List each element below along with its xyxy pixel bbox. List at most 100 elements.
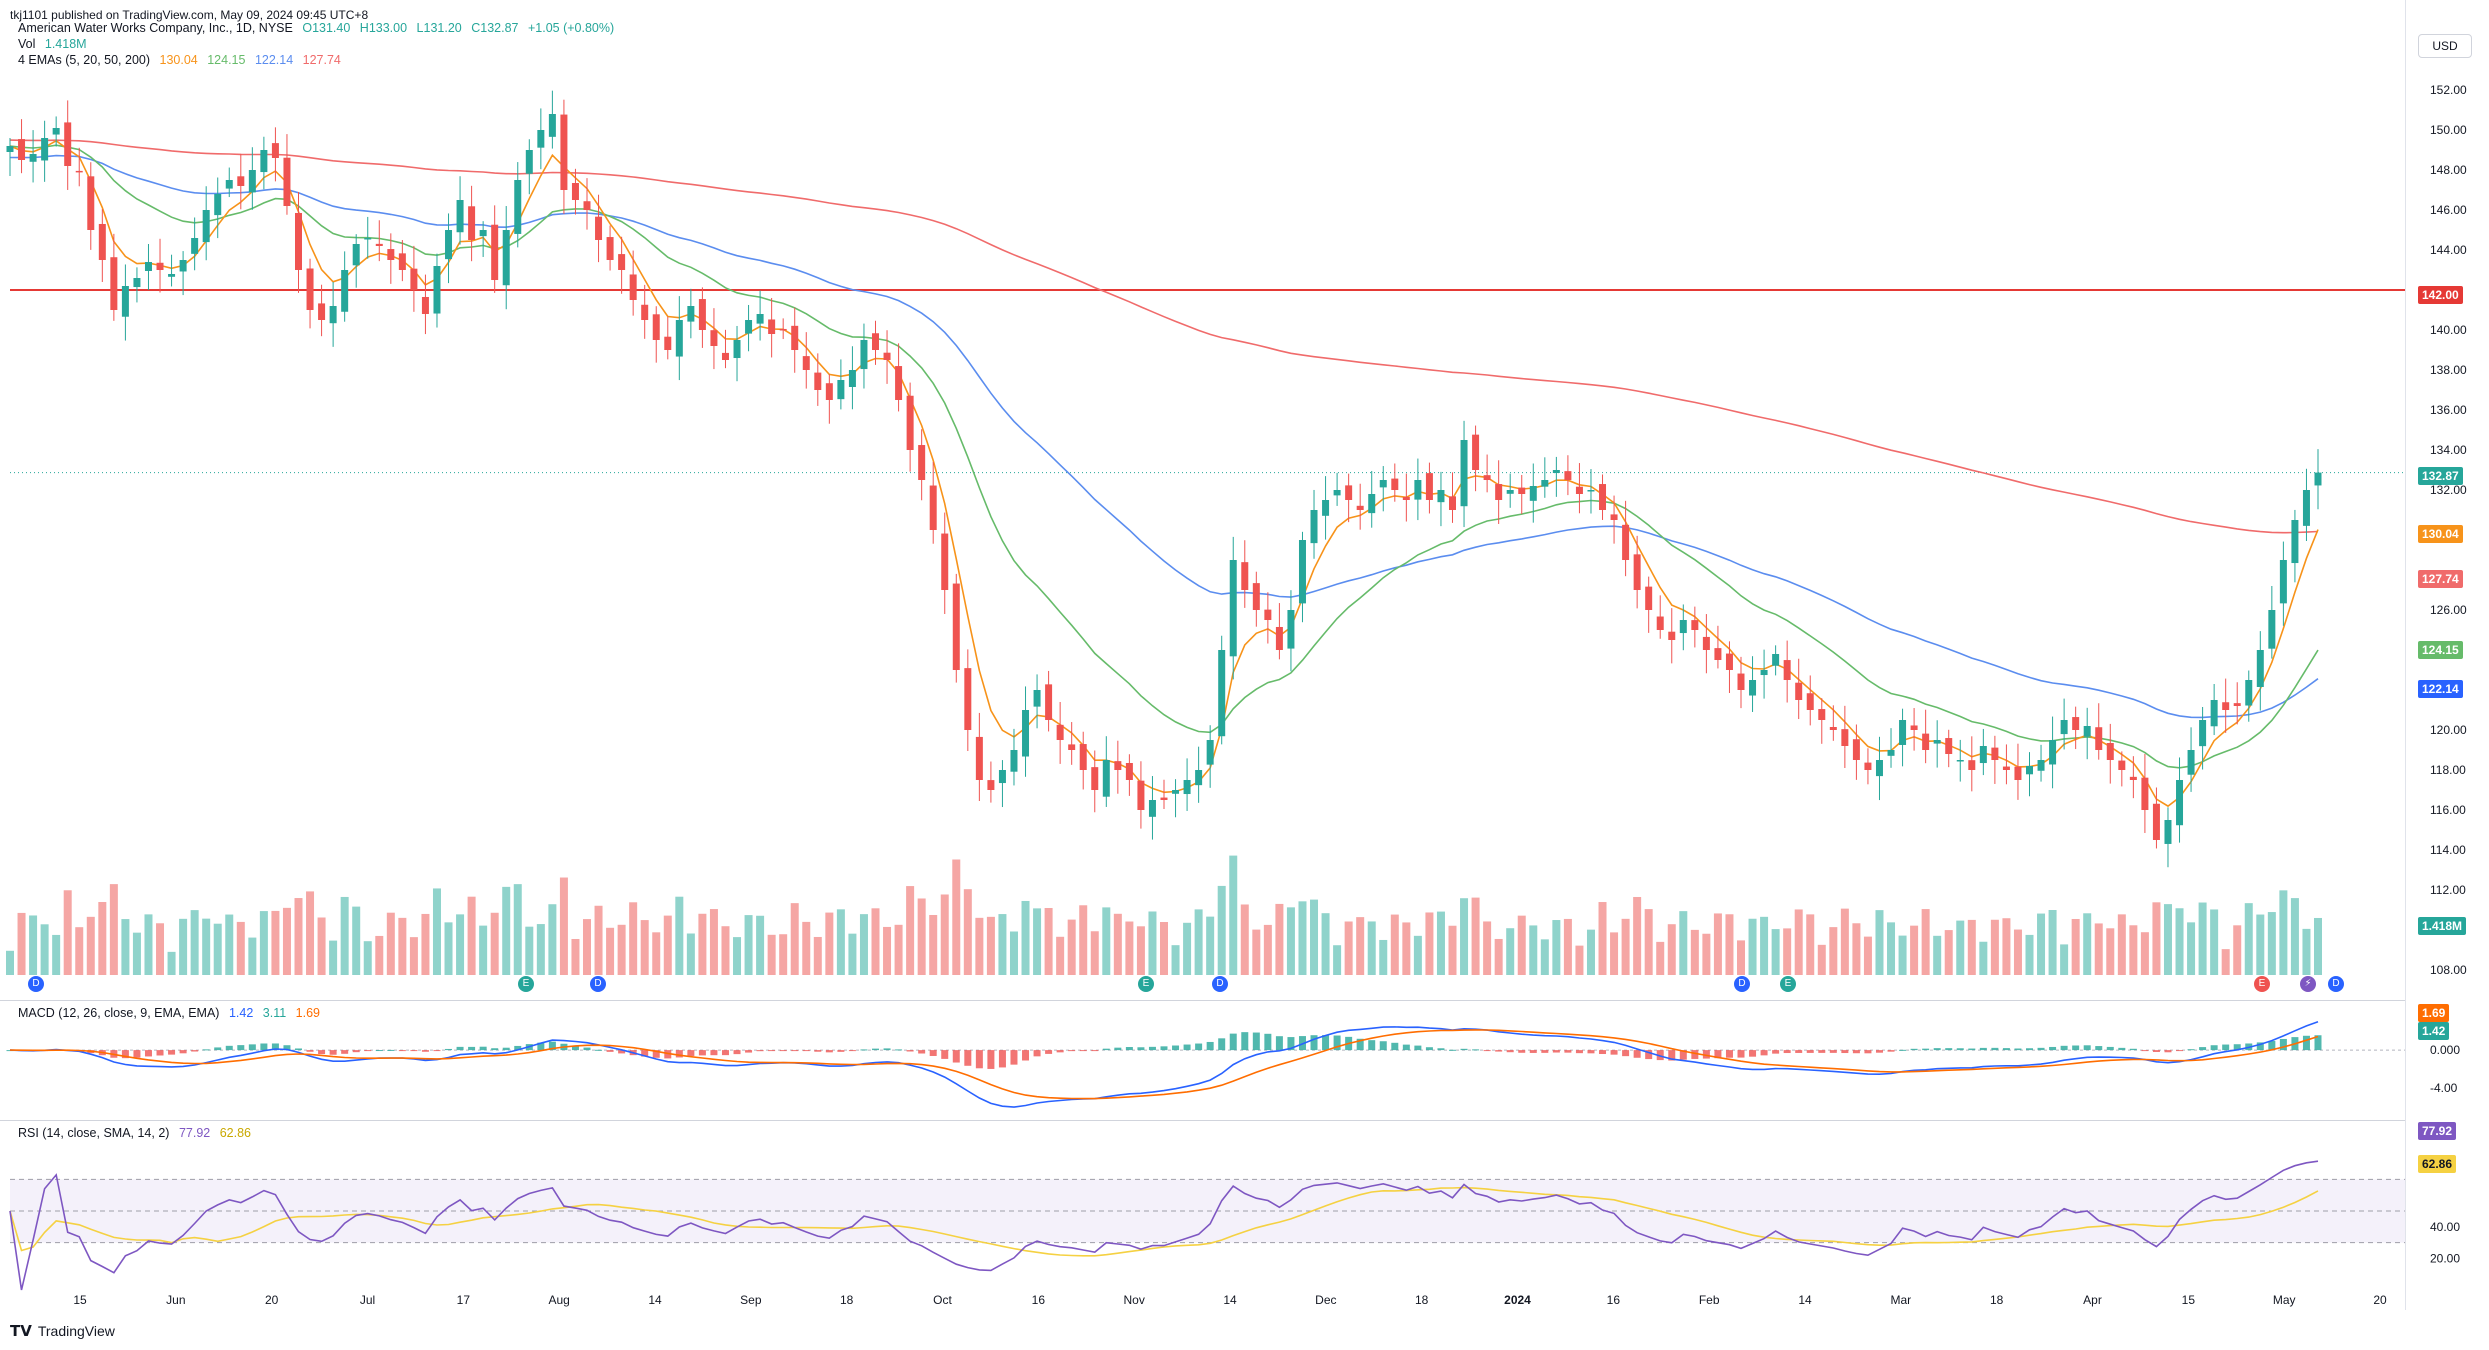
- volume-bar: [1563, 918, 1572, 975]
- volume-bar: [1056, 936, 1065, 975]
- volume-bar: [1702, 933, 1711, 975]
- time-tick-label: 18: [840, 1293, 854, 1307]
- macd-histogram-bar: [1322, 1035, 1330, 1051]
- currency-button[interactable]: USD: [2418, 34, 2472, 58]
- dividend-marker[interactable]: D: [590, 976, 606, 992]
- price-tick-label: 114.00: [2430, 843, 2466, 857]
- volume-bar: [2210, 909, 2219, 975]
- volume-bar: [1263, 924, 1272, 975]
- candle-body: [1956, 760, 1964, 762]
- candle-body: [1102, 760, 1110, 797]
- volume-bar: [29, 915, 38, 975]
- volume-bar: [1379, 939, 1388, 975]
- candle-body: [1206, 740, 1214, 765]
- earnings-marker[interactable]: E: [1138, 976, 1154, 992]
- candle-body: [1298, 540, 1306, 604]
- candle-body: [779, 328, 787, 331]
- earnings-marker[interactable]: E: [2254, 976, 2270, 992]
- candle-body: [421, 296, 429, 314]
- macd-histogram-bar: [445, 1048, 453, 1051]
- macd-histogram-bar: [214, 1047, 222, 1051]
- candle-body: [1922, 733, 1930, 750]
- candle-body: [1910, 725, 1918, 730]
- macd-histogram-bar: [2314, 1035, 2322, 1051]
- pane-separator-rsi[interactable]: [0, 1120, 2405, 1121]
- volume-bar: [1033, 908, 1042, 975]
- macd-histogram-bar: [1691, 1050, 1699, 1059]
- dividend-marker[interactable]: D: [1212, 976, 1228, 992]
- volume-bar: [998, 914, 1007, 975]
- pane-separator-macd[interactable]: [0, 1000, 2405, 1001]
- volume-bar: [1633, 896, 1642, 975]
- volume-bar: [1979, 941, 1988, 975]
- earnings-marker[interactable]: E: [518, 976, 534, 992]
- ema5-value: 130.04: [159, 53, 198, 67]
- volume-bar: [1713, 913, 1722, 975]
- volume-bar: [1136, 926, 1145, 975]
- volume-label[interactable]: Vol: [18, 37, 36, 51]
- dividend-marker[interactable]: D: [1734, 976, 1750, 992]
- tradingview-logo[interactable]: 𝗧𝗩: [10, 1323, 32, 1340]
- volume-bar: [456, 914, 465, 975]
- volume-bar: [1206, 916, 1215, 975]
- macd-histogram-bar: [514, 1045, 522, 1051]
- split-marker[interactable]: ⚡: [2300, 976, 2316, 992]
- volume-bar: [1552, 920, 1561, 975]
- macd-histogram-bar: [121, 1050, 129, 1059]
- price-scale-separator: [2405, 0, 2406, 1310]
- macd-legend: MACD (12, 26, close, 9, EMA, EMA) 1.42 3…: [18, 1006, 326, 1020]
- candle-body: [2291, 520, 2299, 564]
- volume-bar: [1737, 940, 1745, 975]
- candle-body: [2233, 703, 2241, 706]
- volume-bar: [1413, 935, 1422, 975]
- macd-histogram-bar: [1887, 1050, 1895, 1052]
- macd-signal-value: 1.69: [295, 1006, 320, 1020]
- macd-histogram-bar: [2049, 1046, 2057, 1051]
- macd-signal-tag: 1.69: [2418, 1004, 2450, 1022]
- candle-body: [848, 370, 856, 387]
- footer-brand[interactable]: TradingView: [37, 1323, 115, 1339]
- candle-body: [2083, 726, 2091, 737]
- volume-bar: [202, 918, 211, 975]
- dividend-marker[interactable]: D: [2328, 976, 2344, 992]
- ema-label[interactable]: 4 EMAs (5, 20, 50, 200): [18, 53, 151, 67]
- candle-body: [606, 237, 614, 260]
- candle-body: [214, 194, 222, 216]
- rsi-label[interactable]: RSI (14, close, SMA, 14, 2): [18, 1126, 170, 1140]
- candle-body: [571, 183, 579, 200]
- candle-body: [1368, 494, 1376, 514]
- volume-bar: [2106, 928, 2115, 975]
- macd-histogram-bar: [1922, 1048, 1930, 1051]
- volume-bar: [375, 935, 384, 975]
- volume-bar: [1852, 923, 1861, 975]
- volume-bar: [1944, 930, 1953, 975]
- price-tick-label: 134.00: [2430, 443, 2467, 457]
- price-chart[interactable]: 152.00 150.00 148.00 146.00 144.00 140.00 138.…: [0, 0, 2489, 1310]
- candle-body: [318, 303, 326, 320]
- dividend-marker[interactable]: D: [28, 976, 44, 992]
- ema200-value: 127.74: [302, 53, 341, 67]
- candle-body: [1287, 610, 1295, 649]
- volume-bar: [1229, 855, 1238, 975]
- rsi-ma-value: 62.86: [219, 1126, 251, 1140]
- macd-histogram-bar: [191, 1050, 199, 1052]
- candle-body: [2245, 680, 2253, 706]
- candle-body: [987, 780, 995, 790]
- candle-body: [837, 380, 845, 400]
- candle-body: [271, 143, 279, 158]
- volume-bar: [1252, 929, 1261, 975]
- macd-histogram-bar: [2302, 1035, 2310, 1051]
- candle-body: [1806, 693, 1814, 710]
- volume-bar: [190, 910, 199, 975]
- hline-price-tag: 142.00: [2418, 286, 2463, 304]
- macd-histogram-bar: [1910, 1048, 1918, 1051]
- volume-bar: [1148, 911, 1157, 975]
- earnings-marker[interactable]: E: [1780, 976, 1796, 992]
- volume-bar: [1344, 921, 1353, 975]
- macd-label[interactable]: MACD (12, 26, close, 9, EMA, EMA): [18, 1006, 220, 1020]
- volume-bar: [652, 932, 661, 975]
- symbol-title[interactable]: American Water Works Company, Inc., 1D, …: [18, 21, 293, 35]
- candle-body: [825, 383, 833, 400]
- candle-body: [698, 299, 706, 330]
- candle-body: [1529, 486, 1537, 501]
